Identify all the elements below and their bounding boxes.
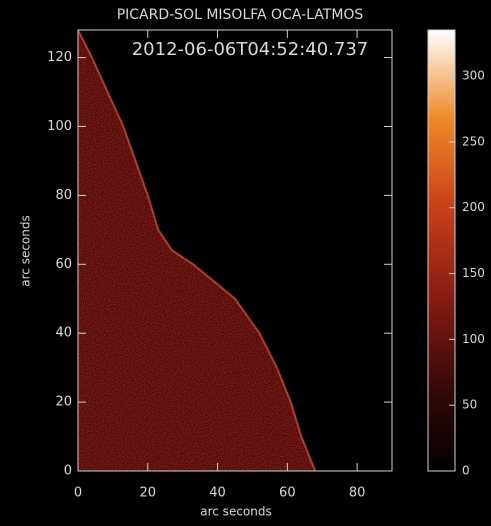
y-tick-label: 100 [47, 119, 72, 134]
x-tick-label: 80 [349, 486, 366, 501]
colorbar-tick-label: 100 [462, 332, 485, 346]
colorbar-tick-label: 50 [462, 398, 477, 412]
timestamp: 2012-06-06T04:52:40.737 [132, 39, 369, 60]
chart-title: PICARD-SOL MISOLFA OCA-LATMOS [117, 7, 364, 23]
y-tick-label: 120 [47, 50, 72, 65]
colorbar-tick-label: 0 [462, 464, 470, 478]
x-axis-label: arc seconds [200, 505, 271, 519]
colorbar-tick-label: 250 [462, 134, 485, 148]
plot-frame [77, 29, 393, 472]
colorbar-tick-label: 300 [462, 69, 485, 83]
colorbar [427, 29, 456, 472]
x-tick-label: 40 [209, 486, 226, 501]
y-tick-label: 40 [55, 326, 72, 341]
y-axis-label: arc seconds [19, 215, 33, 286]
colorbar-tick-label: 200 [462, 200, 485, 214]
y-tick-label: 80 [55, 188, 72, 203]
y-tick-label: 20 [55, 395, 72, 410]
limb-edge [77, 29, 317, 472]
solar-disk [78, 30, 316, 471]
x-tick-label: 0 [74, 486, 82, 501]
colorbar-tick-label: 150 [462, 266, 485, 280]
x-tick-label: 20 [140, 486, 157, 501]
y-tick-label: 60 [55, 257, 72, 272]
x-tick-label: 60 [279, 486, 296, 501]
y-tick-label: 0 [64, 464, 72, 479]
